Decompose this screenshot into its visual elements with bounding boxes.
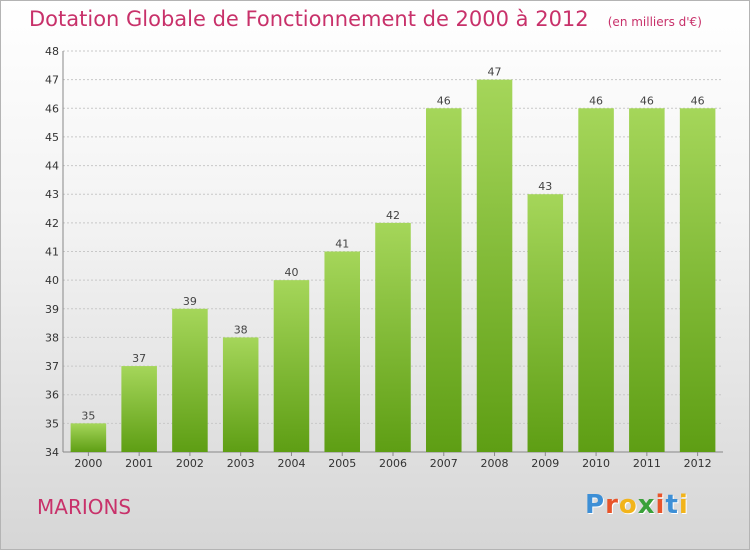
y-tick-label: 39 [45, 303, 59, 316]
x-tick-label: 2011 [633, 457, 661, 470]
y-tick-label: 40 [45, 274, 59, 287]
bar-value-label: 47 [488, 66, 502, 79]
y-tick-label: 38 [45, 331, 59, 344]
x-tick-label: 2008 [481, 457, 509, 470]
y-tick-label: 36 [45, 389, 59, 402]
bar-value-label: 42 [386, 209, 400, 222]
bar [273, 280, 310, 452]
bar [324, 251, 360, 452]
y-tick-label: 47 [45, 74, 59, 87]
x-tick-label: 2002 [176, 457, 204, 470]
bar-value-label: 38 [234, 323, 248, 336]
bar [679, 108, 716, 453]
y-tick-label: 34 [45, 446, 59, 459]
bar [375, 222, 411, 452]
bar [476, 79, 513, 453]
bar-value-label: 37 [132, 352, 146, 365]
x-tick-label: 2004 [277, 457, 305, 470]
x-tick-label: 2003 [227, 457, 255, 470]
bar-value-label: 46 [691, 94, 705, 107]
bar-value-label: 41 [335, 238, 349, 251]
logo-letter: x [637, 490, 656, 520]
bar [121, 366, 157, 452]
bar [578, 108, 614, 453]
chart-title: Dotation Globale de Fonctionnement de 20… [29, 7, 702, 31]
y-tick-label: 35 [45, 417, 59, 430]
logo-letter: t [665, 490, 679, 520]
y-tick-label: 43 [45, 188, 59, 201]
y-tick-label: 48 [45, 45, 59, 58]
x-tick-label: 2001 [125, 457, 153, 470]
y-tick-label: 44 [45, 160, 59, 173]
bar-value-label: 46 [589, 94, 603, 107]
logo-letter: i [655, 490, 666, 520]
bar [527, 194, 564, 452]
x-tick-label: 2009 [531, 457, 559, 470]
x-tick-label: 2006 [379, 457, 407, 470]
bar-value-label: 35 [81, 409, 95, 422]
bar [222, 337, 259, 452]
bar [172, 308, 208, 452]
proxiti-logo: Proxiti [585, 490, 689, 520]
logo-letter: o [618, 490, 638, 520]
y-tick-label: 46 [45, 102, 59, 115]
bar [426, 108, 462, 453]
x-tick-label: 2005 [328, 457, 356, 470]
bar-value-label: 46 [437, 94, 451, 107]
bar [70, 423, 107, 452]
chart-title-main: Dotation Globale de Fonctionnement de 20… [29, 7, 589, 31]
x-tick-label: 2007 [430, 457, 458, 470]
bar-value-label: 43 [538, 180, 552, 193]
chart-unit: (en milliers d'€) [607, 15, 702, 29]
labels: 34 35 36 37 38 39 40 41 42 43 44 45 46 47 48 35 2000 37 20… [45, 45, 712, 470]
bar-value-label: 40 [284, 266, 298, 279]
logo-letter: i [678, 490, 689, 520]
y-tick-label: 45 [45, 131, 59, 144]
bar [629, 108, 665, 453]
bar-value-label: 46 [640, 94, 654, 107]
bars [70, 79, 716, 453]
x-tick-label: 2000 [74, 457, 102, 470]
bar-value-label: 39 [183, 295, 197, 308]
y-tick-label: 37 [45, 360, 59, 373]
logo-letter: P [585, 490, 606, 520]
y-tick-label: 42 [45, 217, 59, 230]
logo-letter: r [605, 490, 619, 520]
city-name: MARIONS [37, 495, 132, 519]
x-tick-label: 2012 [684, 457, 712, 470]
y-tick-label: 41 [45, 246, 59, 259]
x-tick-label: 2010 [582, 457, 610, 470]
